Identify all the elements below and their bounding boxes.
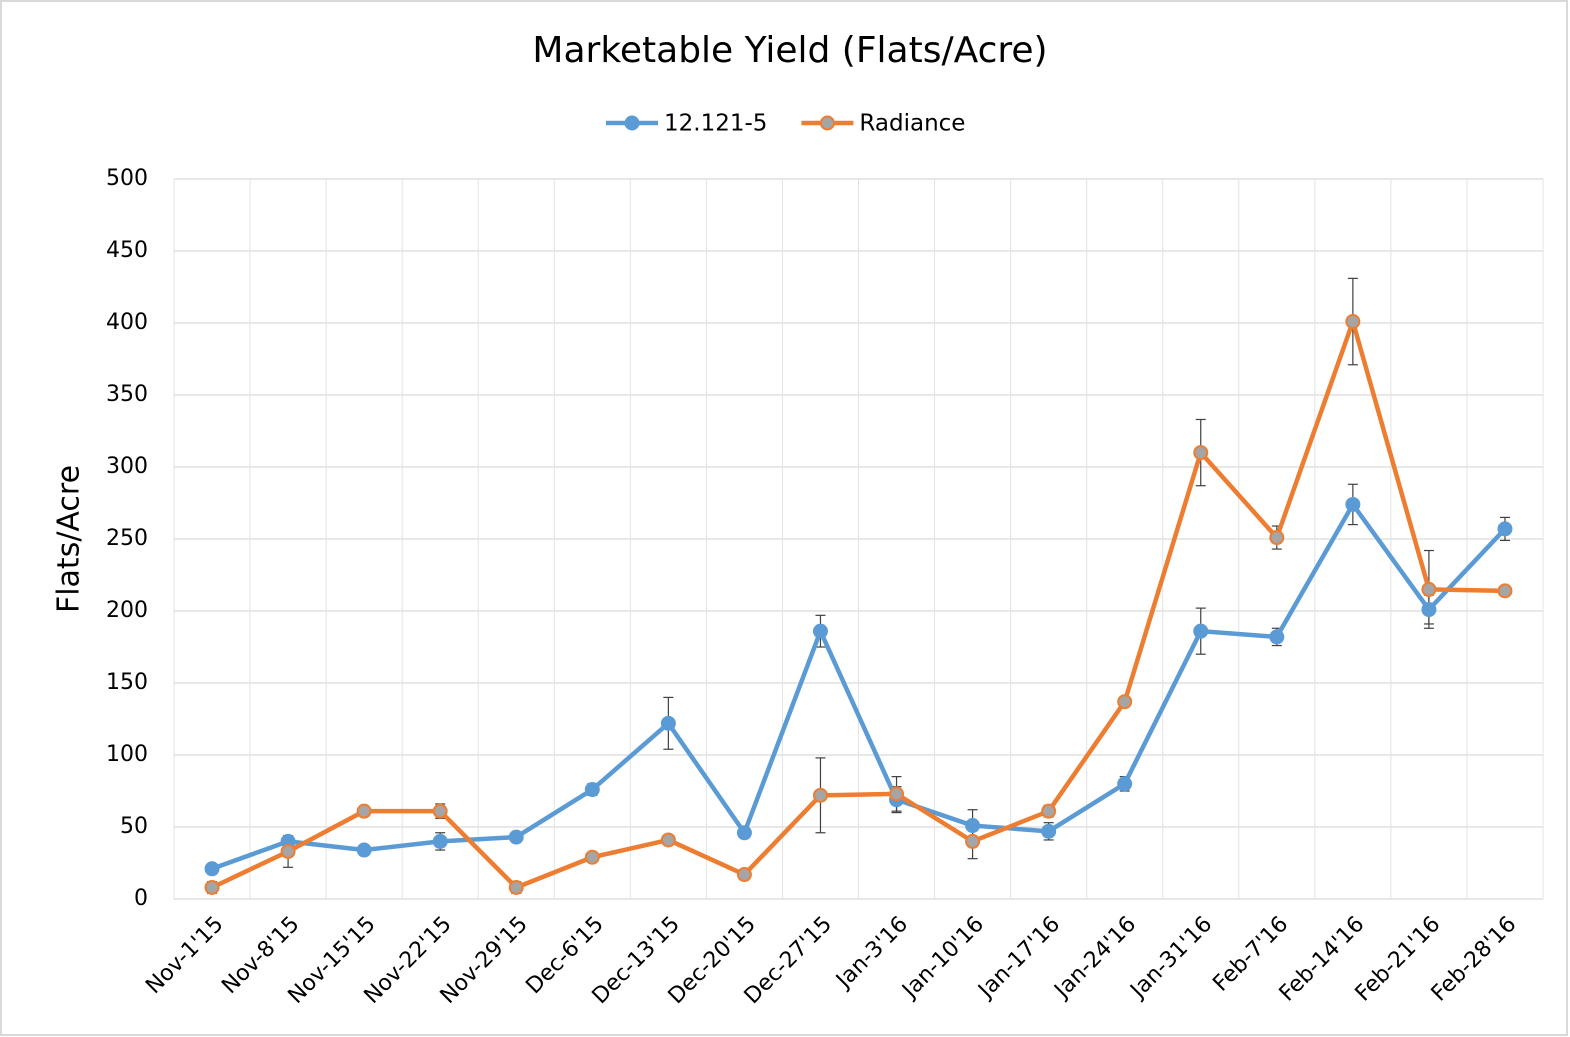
data-point bbox=[1421, 581, 1437, 597]
data-point bbox=[965, 818, 981, 834]
data-point bbox=[508, 829, 524, 845]
y-axis-title: Flats/Acre bbox=[52, 465, 87, 613]
data-point bbox=[965, 833, 981, 849]
data-point bbox=[432, 803, 448, 819]
data-point bbox=[1269, 530, 1285, 546]
y-tick-label: 0 bbox=[134, 886, 148, 911]
legend-label: 12.121-5 bbox=[664, 111, 767, 137]
data-point bbox=[356, 842, 372, 858]
data-point bbox=[508, 879, 524, 895]
data-point bbox=[889, 786, 905, 802]
y-tick-label: 350 bbox=[106, 382, 148, 407]
data-point bbox=[1345, 314, 1361, 330]
data-point bbox=[1041, 823, 1057, 839]
data-point bbox=[1421, 602, 1437, 618]
data-point bbox=[280, 843, 296, 859]
data-point bbox=[812, 787, 828, 803]
series-line bbox=[211, 502, 1507, 871]
y-tick-label: 250 bbox=[106, 526, 148, 551]
data-point bbox=[812, 623, 828, 639]
data-point bbox=[584, 782, 600, 798]
data-point bbox=[736, 825, 752, 841]
data-point bbox=[1193, 445, 1209, 461]
data-point bbox=[584, 849, 600, 865]
data-point bbox=[1497, 583, 1513, 599]
y-tick-label: 50 bbox=[120, 814, 148, 839]
legend-marker bbox=[819, 115, 835, 131]
legend-label: Radiance bbox=[859, 111, 965, 137]
data-point bbox=[432, 833, 448, 849]
data-point bbox=[204, 879, 220, 895]
y-tick-label: 400 bbox=[106, 310, 148, 335]
y-tick-label: 150 bbox=[106, 670, 148, 695]
data-point bbox=[1193, 623, 1209, 639]
data-point bbox=[1497, 521, 1513, 537]
y-tick-label: 300 bbox=[106, 454, 148, 479]
data-point bbox=[1269, 629, 1285, 645]
chart-title: Marketable Yield (Flats/Acre) bbox=[532, 30, 1047, 71]
y-tick-label: 200 bbox=[106, 598, 148, 623]
series-line bbox=[211, 319, 1506, 890]
data-point bbox=[736, 867, 752, 883]
y-tick-label: 500 bbox=[106, 166, 148, 191]
data-point bbox=[1117, 694, 1133, 710]
data-point bbox=[1345, 496, 1361, 512]
data-point bbox=[1041, 803, 1057, 819]
data-point bbox=[660, 832, 676, 848]
data-point bbox=[204, 861, 220, 877]
y-tick-label: 100 bbox=[106, 742, 148, 767]
data-point bbox=[1117, 776, 1133, 792]
data-point bbox=[660, 715, 676, 731]
y-tick-label: 450 bbox=[106, 238, 148, 263]
data-point bbox=[356, 803, 372, 819]
legend-marker bbox=[624, 115, 640, 131]
